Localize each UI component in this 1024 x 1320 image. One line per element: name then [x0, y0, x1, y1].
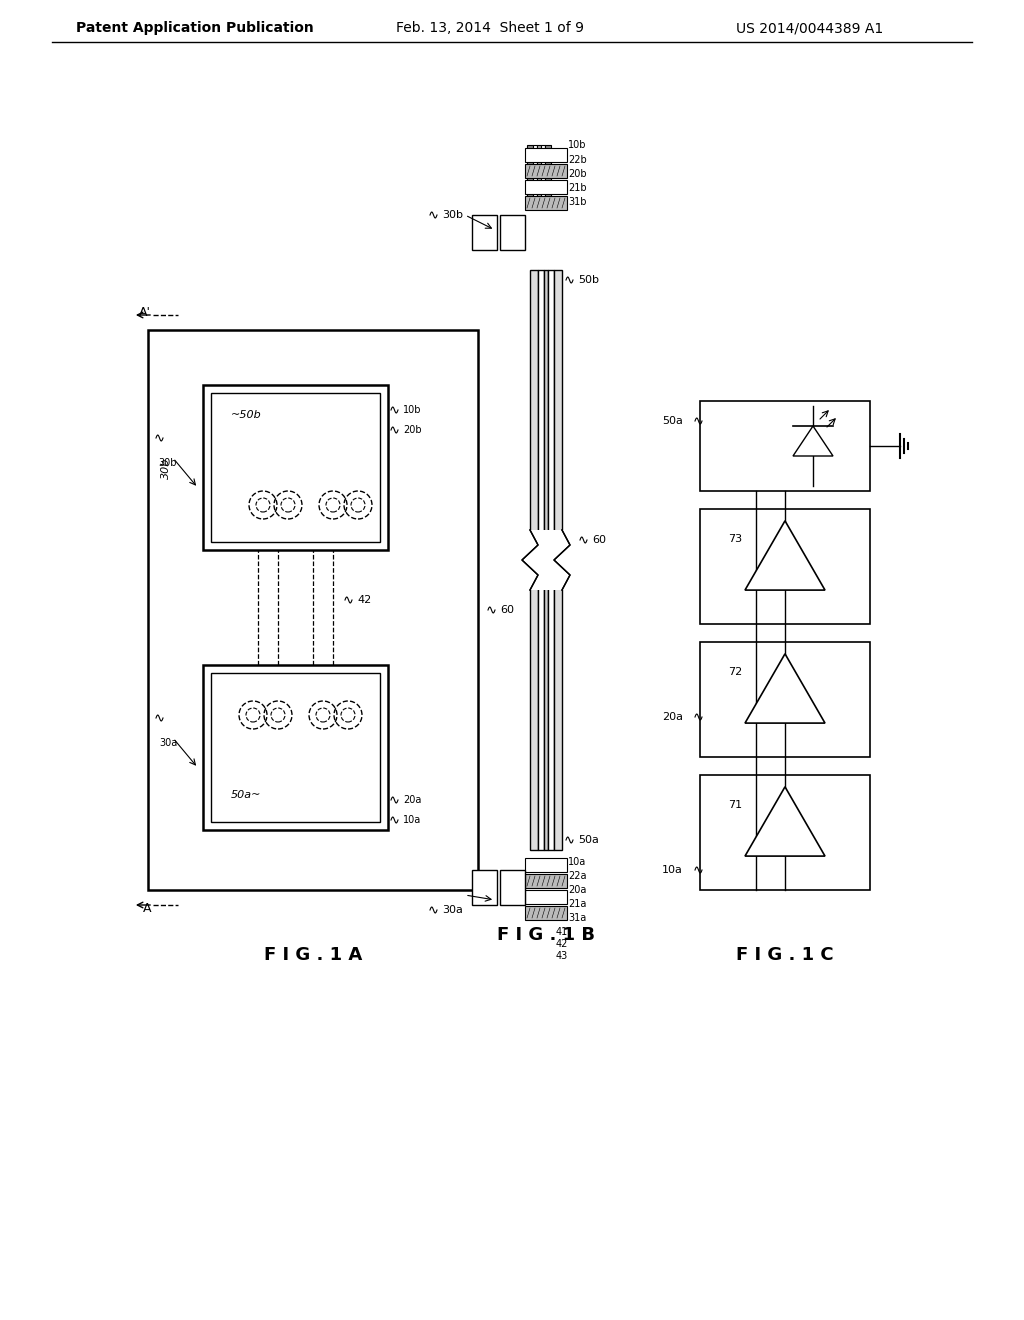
Text: Feb. 13, 2014  Sheet 1 of 9: Feb. 13, 2014 Sheet 1 of 9: [396, 21, 584, 36]
Text: 30b: 30b: [161, 457, 171, 479]
Text: 10a: 10a: [403, 814, 421, 825]
Bar: [525, 195, 567, 210]
Text: 50a: 50a: [578, 836, 599, 845]
Bar: [700, 510, 870, 624]
Bar: [525, 148, 567, 162]
Text: 73: 73: [728, 535, 742, 544]
Text: 21a: 21a: [568, 899, 587, 909]
Bar: [544, 271, 548, 850]
Bar: [525, 906, 567, 920]
Text: 20a: 20a: [403, 795, 421, 805]
Text: Patent Application Publication: Patent Application Publication: [76, 21, 314, 36]
Text: 10b: 10b: [568, 140, 587, 150]
Text: 60: 60: [592, 535, 606, 545]
Bar: [211, 393, 380, 543]
Bar: [500, 215, 525, 249]
Bar: [534, 145, 537, 205]
Bar: [472, 215, 497, 249]
Text: 50a~: 50a~: [231, 789, 261, 800]
Text: 60: 60: [500, 605, 514, 615]
Bar: [148, 330, 478, 890]
Text: 30a: 30a: [442, 906, 463, 915]
Text: A: A: [142, 902, 151, 915]
Text: 42: 42: [556, 939, 568, 949]
Bar: [538, 271, 544, 850]
Bar: [525, 164, 567, 178]
Bar: [541, 145, 545, 205]
Text: F I G . 1 C: F I G . 1 C: [736, 946, 834, 964]
Text: 43: 43: [556, 950, 568, 961]
Bar: [554, 271, 562, 850]
Text: 41: 41: [556, 927, 568, 937]
Text: 31a: 31a: [568, 913, 587, 923]
Text: US 2014/0044389 A1: US 2014/0044389 A1: [736, 21, 884, 36]
Text: 50b: 50b: [578, 275, 599, 285]
Text: A': A': [139, 305, 151, 318]
Text: 20a: 20a: [662, 711, 683, 722]
Bar: [203, 665, 388, 830]
Text: ~50b: ~50b: [231, 411, 262, 420]
Text: 30b: 30b: [159, 458, 177, 469]
Bar: [525, 890, 567, 904]
Text: F I G . 1 B: F I G . 1 B: [497, 927, 595, 944]
Text: 71: 71: [728, 800, 742, 810]
Bar: [500, 870, 525, 906]
Text: 10a: 10a: [568, 857, 587, 867]
Text: 22b: 22b: [568, 154, 587, 165]
Polygon shape: [745, 653, 825, 723]
Text: 72: 72: [728, 667, 742, 677]
Bar: [700, 642, 870, 756]
Text: 20b: 20b: [403, 425, 422, 436]
Text: 31b: 31b: [568, 197, 587, 207]
Bar: [525, 531, 575, 590]
Bar: [472, 870, 497, 906]
Bar: [527, 145, 534, 205]
Bar: [548, 271, 554, 850]
Text: 21b: 21b: [568, 183, 587, 193]
Text: 30b: 30b: [442, 210, 463, 220]
Bar: [537, 145, 541, 205]
Bar: [700, 401, 870, 491]
Text: 42: 42: [357, 595, 372, 605]
Polygon shape: [793, 426, 833, 455]
Text: F I G . 1 A: F I G . 1 A: [264, 946, 362, 964]
Bar: [525, 874, 567, 888]
Bar: [700, 775, 870, 890]
Bar: [530, 271, 538, 850]
Text: 20b: 20b: [568, 169, 587, 180]
Polygon shape: [745, 521, 825, 590]
Text: 50a: 50a: [663, 416, 683, 426]
Bar: [211, 673, 380, 822]
Text: 10a: 10a: [663, 865, 683, 875]
Text: 20a: 20a: [568, 884, 587, 895]
Text: 30a: 30a: [159, 738, 177, 748]
Bar: [525, 180, 567, 194]
Text: 22a: 22a: [568, 871, 587, 880]
Bar: [203, 385, 388, 550]
Text: 10b: 10b: [403, 405, 422, 414]
Polygon shape: [745, 787, 825, 857]
Bar: [525, 858, 567, 873]
Bar: [545, 145, 551, 205]
